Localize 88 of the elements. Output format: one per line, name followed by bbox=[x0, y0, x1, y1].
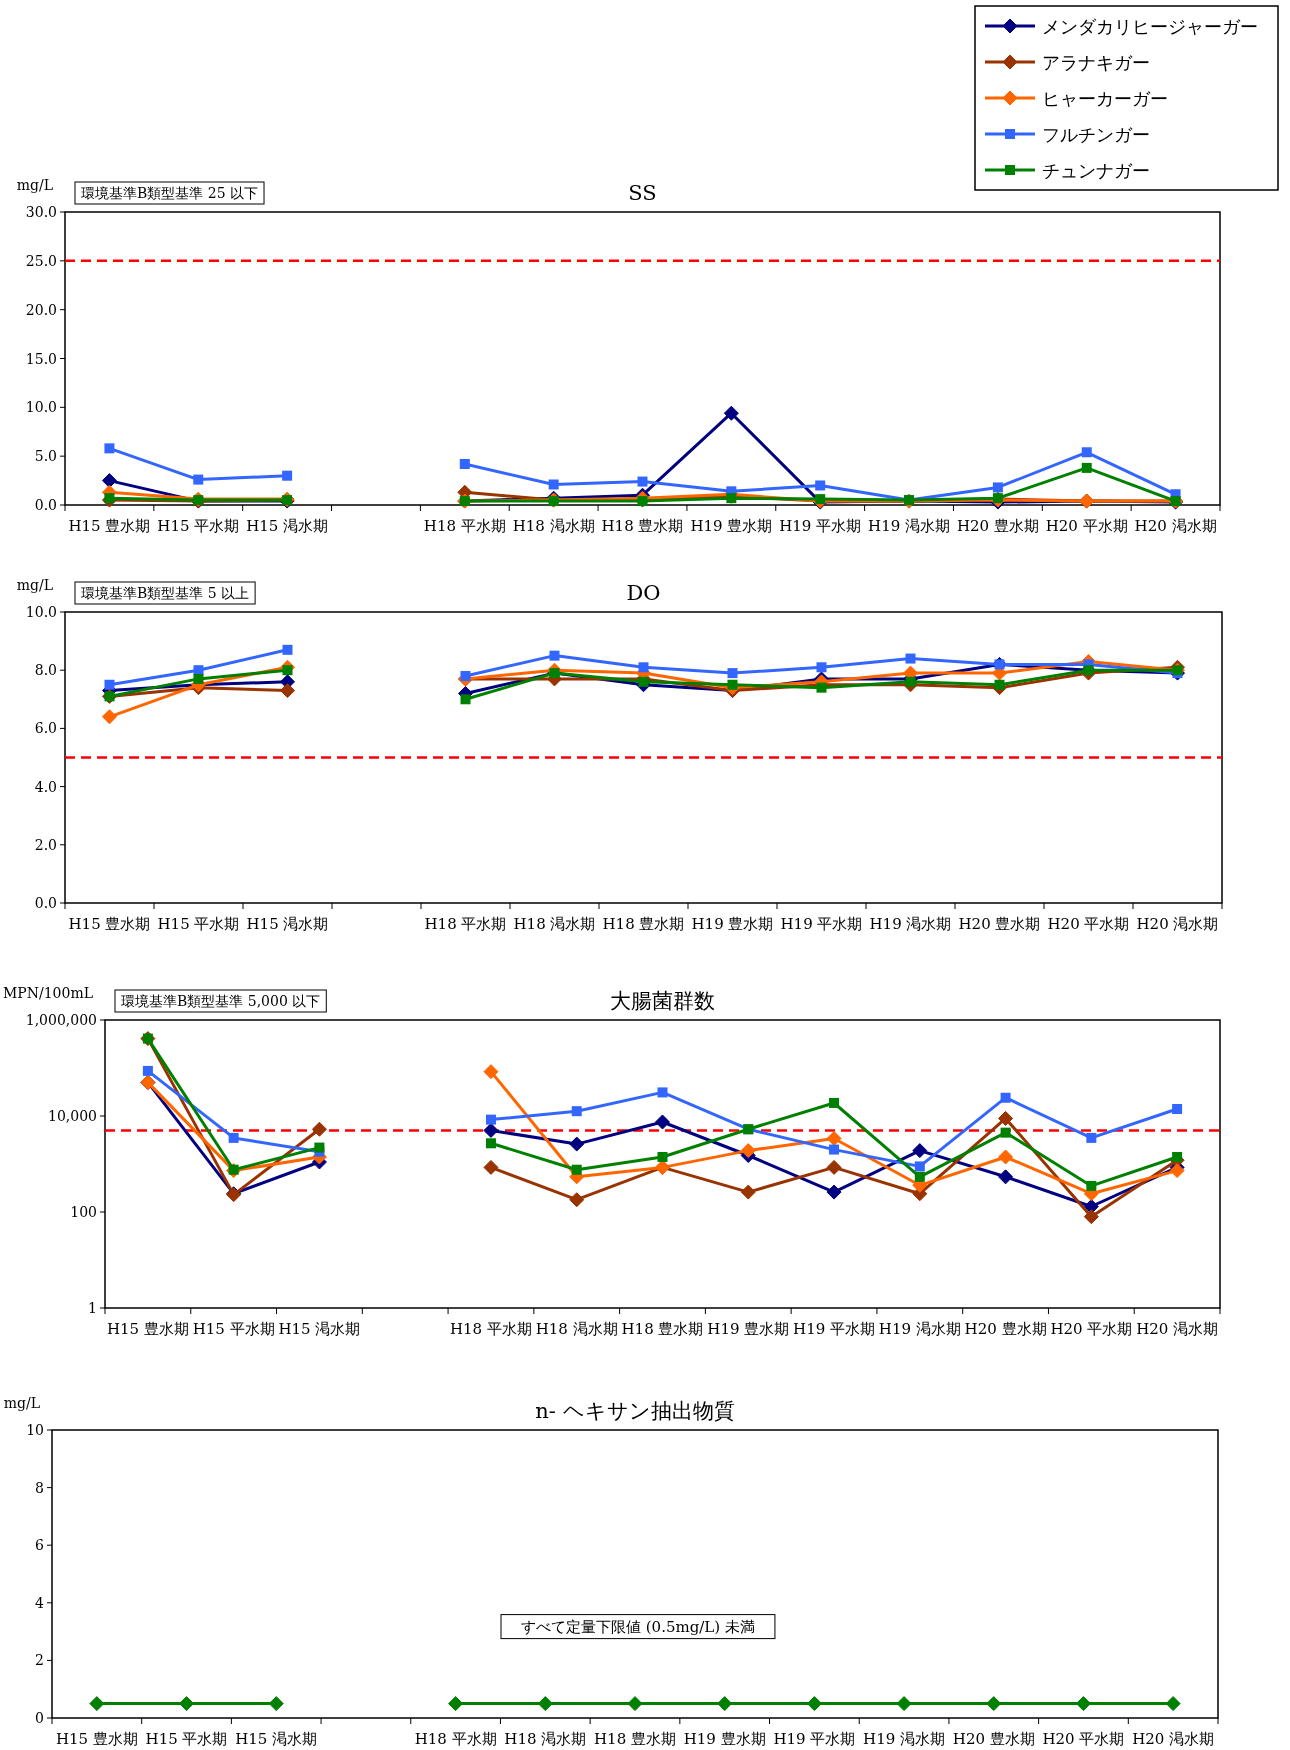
legend-label: フルチンガー bbox=[1042, 124, 1150, 145]
y-tick-label: 25.0 bbox=[25, 252, 57, 269]
chart-title: DO bbox=[626, 581, 661, 605]
x-tick-label: H20 豊水期 bbox=[952, 1730, 1035, 1748]
x-tick-label: H15 渇水期 bbox=[246, 517, 329, 535]
y-tick-label: 0.0 bbox=[34, 895, 57, 911]
y-tick-label: 10,000 bbox=[48, 1108, 97, 1124]
x-tick-label: H15 渇水期 bbox=[278, 1320, 361, 1338]
x-tick-label: H15 平水期 bbox=[157, 517, 240, 535]
y-tick-label: 2 bbox=[35, 1652, 44, 1669]
x-tick-label: H15 豊水期 bbox=[68, 517, 151, 535]
x-tick-label: H19 豊水期 bbox=[691, 915, 774, 933]
legend-label: ヒャーカーガー bbox=[1042, 88, 1168, 109]
x-tick-label: H20 平水期 bbox=[1050, 1320, 1133, 1338]
x-tick-label: H20 豊水期 bbox=[964, 1320, 1047, 1338]
x-tick-label: H20 豊水期 bbox=[958, 915, 1041, 933]
text: 環境基準B類型基準 25 以下 bbox=[81, 185, 259, 201]
x-tick-label: H20 渇水期 bbox=[1134, 517, 1217, 535]
x-tick-label: H19 平水期 bbox=[793, 1320, 876, 1338]
text: 環境基準B類型基準 5 以上 bbox=[81, 585, 250, 601]
x-tick-label: H15 豊水期 bbox=[106, 1320, 189, 1338]
y-tick-label: 8 bbox=[35, 1479, 44, 1496]
x-tick-label: H18 渇水期 bbox=[513, 915, 596, 933]
x-tick-label: H19 渇水期 bbox=[863, 1730, 946, 1748]
y-tick-label: 6 bbox=[35, 1537, 45, 1554]
y-tick-label: 4.0 bbox=[34, 778, 57, 795]
x-tick-label: H18 渇水期 bbox=[535, 1320, 618, 1338]
x-tick-label: H20 渇水期 bbox=[1136, 1320, 1219, 1338]
x-tick-label: H20 渇水期 bbox=[1132, 1730, 1215, 1748]
x-tick-label: H18 豊水期 bbox=[594, 1730, 676, 1748]
legend-label: チュンナガー bbox=[1042, 160, 1150, 181]
y-tick-label: 100 bbox=[70, 1204, 97, 1220]
x-tick-label: H19 平水期 bbox=[780, 915, 863, 933]
y-tick-label: 20.0 bbox=[25, 301, 57, 318]
legend-label: メンダカリヒージャーガー bbox=[1042, 16, 1258, 37]
y-tick-label: 10.0 bbox=[25, 604, 57, 620]
x-tick-label: H19 渇水期 bbox=[869, 915, 952, 933]
x-tick-label: H18 平水期 bbox=[424, 915, 507, 933]
x-tick-label: H20 平水期 bbox=[1047, 915, 1130, 933]
x-tick-label: H18 平水期 bbox=[449, 1320, 532, 1338]
x-tick-label: H19 豊水期 bbox=[690, 517, 773, 535]
chart-title: SS bbox=[628, 181, 657, 205]
y-tick-label: 10 bbox=[26, 1422, 44, 1438]
y-tick-label: 0 bbox=[35, 1710, 44, 1726]
chart-title: n- ヘキサン抽出物質 bbox=[535, 1399, 735, 1423]
y-axis-title: mg/L bbox=[3, 1395, 40, 1411]
x-tick-label: H15 渇水期 bbox=[246, 915, 329, 933]
y-tick-label: 1 bbox=[88, 1300, 97, 1316]
x-tick-label: H18 平水期 bbox=[414, 1730, 497, 1748]
x-tick-label: H20 平水期 bbox=[1042, 1730, 1125, 1748]
x-tick-label: H19 豊水期 bbox=[683, 1730, 766, 1748]
y-tick-label: 0.0 bbox=[34, 497, 57, 513]
x-tick-label: H18 平水期 bbox=[423, 517, 506, 535]
x-tick-label: H15 豊水期 bbox=[55, 1730, 138, 1748]
x-tick-label: H19 豊水期 bbox=[707, 1320, 790, 1338]
y-tick-label: 15.0 bbox=[25, 350, 57, 367]
x-tick-label: H15 平水期 bbox=[157, 915, 240, 933]
x-tick-label: H18 豊水期 bbox=[602, 915, 685, 933]
x-tick-label: H15 平水期 bbox=[192, 1320, 275, 1338]
y-axis-title: mg/L bbox=[16, 177, 53, 193]
x-tick-label: H20 渇水期 bbox=[1136, 915, 1219, 933]
x-tick-label: H15 渇水期 bbox=[235, 1730, 318, 1748]
x-tick-label: H20 平水期 bbox=[1045, 517, 1128, 535]
y-tick-label: 30.0 bbox=[25, 204, 57, 220]
y-tick-label: 4 bbox=[35, 1594, 45, 1611]
x-tick-label: H20 豊水期 bbox=[956, 517, 1039, 535]
y-tick-label: 10.0 bbox=[25, 399, 57, 416]
chart-title: 大腸菌群数 bbox=[610, 989, 715, 1013]
x-tick-label: H19 平水期 bbox=[773, 1730, 856, 1748]
x-tick-label: H19 渇水期 bbox=[878, 1320, 961, 1338]
text: 環境基準B類型基準 5,000 以下 bbox=[121, 993, 321, 1009]
x-tick-label: H18 豊水期 bbox=[621, 1320, 704, 1338]
x-tick-label: H18 豊水期 bbox=[601, 517, 684, 535]
y-tick-label: 6.0 bbox=[34, 720, 57, 737]
y-tick-label: 8.0 bbox=[34, 662, 57, 679]
x-tick-label: H19 平水期 bbox=[779, 517, 862, 535]
y-tick-label: 1,000,000 bbox=[25, 1012, 97, 1028]
x-tick-label: H15 豊水期 bbox=[68, 915, 151, 933]
legend-label: アラナキガー bbox=[1042, 52, 1150, 73]
x-tick-label: H19 渇水期 bbox=[868, 517, 951, 535]
x-tick-label: H18 渇水期 bbox=[504, 1730, 587, 1748]
y-tick-label: 5.0 bbox=[34, 448, 57, 465]
x-tick-label: H15 平水期 bbox=[145, 1730, 228, 1748]
annotation: すべて定量下限値 (0.5mg/L) 未満 bbox=[521, 1617, 755, 1636]
y-axis-title: mg/L bbox=[16, 577, 53, 593]
x-tick-label: H18 渇水期 bbox=[512, 517, 595, 535]
y-tick-label: 2.0 bbox=[34, 836, 57, 853]
y-axis-title: MPN/100mL bbox=[2, 985, 93, 1001]
